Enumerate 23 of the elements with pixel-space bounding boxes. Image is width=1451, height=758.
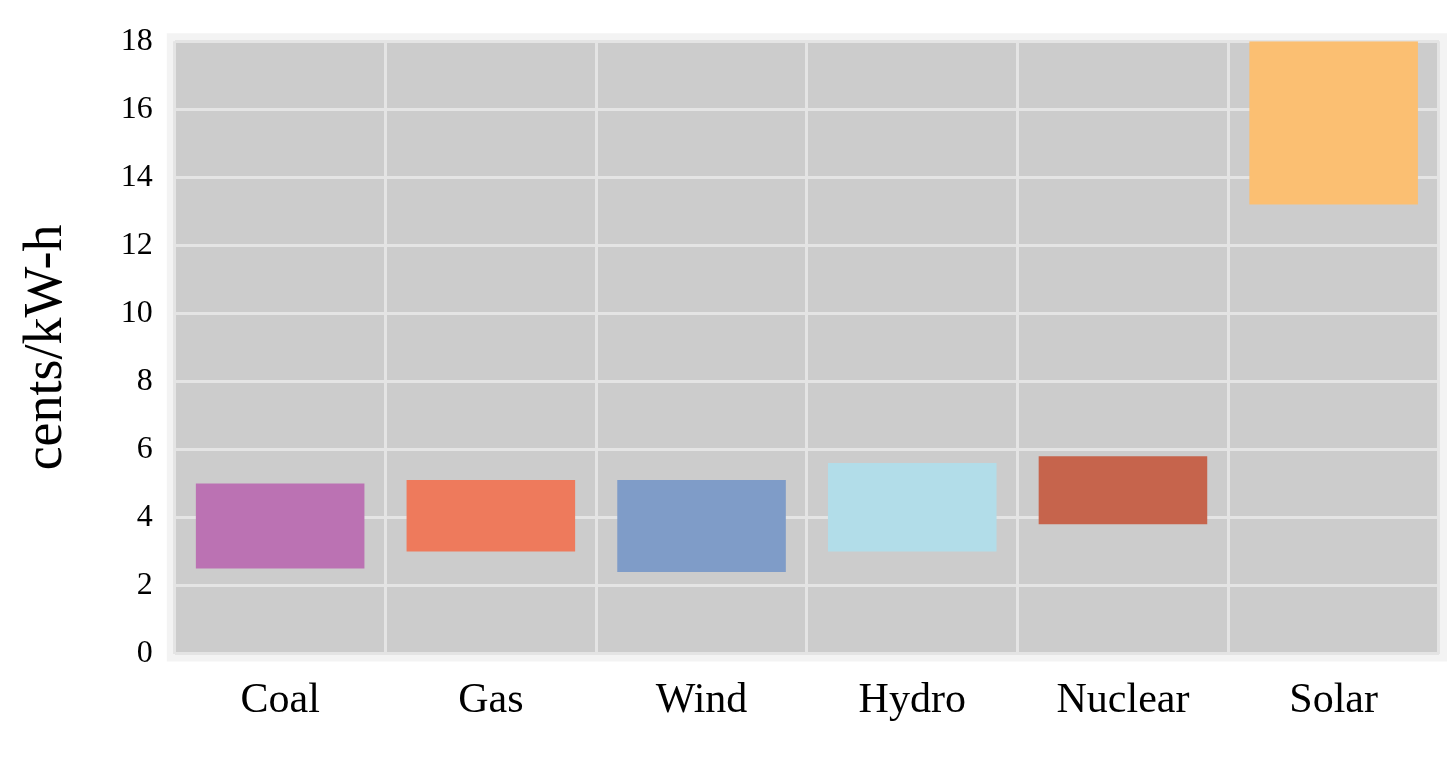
y-tick-label: 14 (120, 156, 153, 193)
y-axis-title: cents/kW-h (12, 224, 73, 471)
y-tick-label: 6 (136, 428, 153, 465)
bar (1249, 41, 1418, 205)
x-tick-label: Hydro (858, 674, 966, 721)
x-tick-label: Wind (655, 674, 748, 721)
x-tick-label: Gas (458, 674, 524, 721)
y-tick-label: 16 (120, 88, 153, 125)
bar (1038, 456, 1208, 525)
x-tick-label: Nuclear (1056, 674, 1190, 721)
bar (827, 463, 997, 552)
x-tick-label: Coal (240, 674, 320, 721)
y-tick-label: 8 (136, 360, 153, 397)
y-tick-label: 18 (120, 20, 153, 57)
x-tick-label: Solar (1289, 674, 1378, 721)
y-tick-label: 10 (120, 292, 153, 329)
y-tick-label: 0 (136, 633, 153, 670)
bar (406, 480, 576, 552)
y-tick-label: 4 (136, 496, 153, 533)
bar (195, 483, 365, 569)
y-tick-label: 2 (136, 564, 153, 601)
bar (617, 480, 786, 572)
y-tick-label: 12 (120, 224, 153, 261)
